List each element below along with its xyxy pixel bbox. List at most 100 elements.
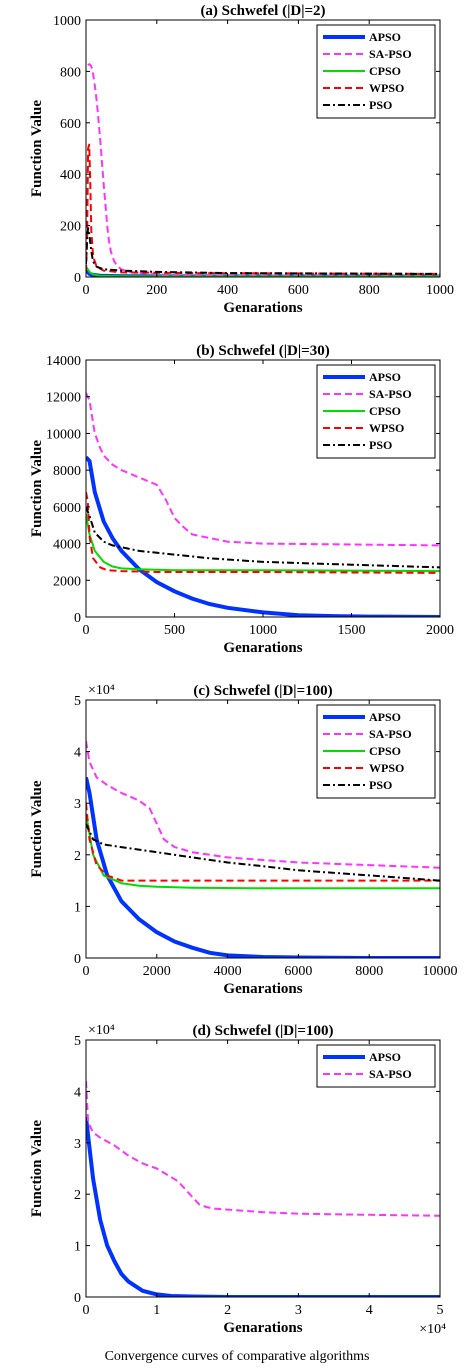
chart-title: (c) Schwefel (|D|=100) <box>193 683 332 699</box>
series-group <box>86 741 440 958</box>
y-axis-label: Function Value <box>29 780 45 877</box>
y-tick-label: 0 <box>74 271 81 286</box>
legend-label: WPSO <box>369 81 404 95</box>
x-tick-label: 0 <box>83 1303 90 1318</box>
series-line-cpso <box>86 266 440 277</box>
chart-title: (b) Schwefel (|D|=30) <box>196 343 329 359</box>
legend-label: WPSO <box>369 421 404 435</box>
legend: APSO SA-PSO CPSO WPSO PSO <box>316 704 436 799</box>
y-axis-multiplier: ×10⁴ <box>88 683 115 698</box>
chart-panel-4: (d) Schwefel (|D|=100) 0 1 2 3 4 5 0 1 2 3 4 5 ×10⁴ ×1… <box>29 1023 446 1337</box>
legend-label: APSO <box>369 370 401 384</box>
chart-panel-1: (a) Schwefel (|D|=2) 0 200 400 600 800 1000 0 20… <box>29 3 454 316</box>
series-group <box>86 1081 440 1297</box>
axes-frame <box>85 1039 441 1298</box>
legend: APSO SA-PSO CPSO WPSO PSO <box>316 364 436 459</box>
y-tick-label: 6000 <box>53 501 81 516</box>
chart-panel-2: (b) Schwefel (|D|=30) 0 500 1000 1500 2000 0 20… <box>29 343 454 656</box>
series-line-pso <box>86 506 440 569</box>
y-tick-label: 14000 <box>46 354 81 369</box>
legend-label: SA-PSO <box>369 727 412 741</box>
series-line-apso <box>86 776 440 958</box>
x-tick-label: 600 <box>288 283 309 298</box>
y-tick-label: 5 <box>74 1034 81 1049</box>
x-tick-label: 10000 <box>423 964 458 979</box>
x-tick-label: 4 <box>366 1303 373 1318</box>
series-line-sa-pso <box>86 1081 440 1217</box>
series-line-sa-pso <box>86 741 440 869</box>
series-line-wpso <box>86 143 440 275</box>
x-axis-label: Genarations <box>223 640 302 656</box>
x-tick-label: 200 <box>146 283 167 298</box>
y-tick-label: 10000 <box>46 427 81 442</box>
y-tick-label: 4 <box>74 1085 81 1100</box>
legend-label: SA-PSO <box>369 387 412 401</box>
x-axis-label: Genarations <box>223 300 302 316</box>
legend-label: WPSO <box>369 761 404 775</box>
x-tick-label: 2000 <box>426 623 454 638</box>
x-tick-label: 1500 <box>338 623 366 638</box>
y-tick-label: 2000 <box>53 574 81 589</box>
y-tick-label: 0 <box>74 952 81 967</box>
series-line-apso <box>86 1116 440 1297</box>
y-tick-label: 1 <box>74 900 81 915</box>
y-tick-label: 1000 <box>53 14 81 29</box>
x-axis-multiplier: ×10⁴ <box>419 1322 446 1337</box>
y-tick-label: 12000 <box>46 391 81 406</box>
legend-label: SA-PSO <box>369 1067 412 1081</box>
y-axis-label: Function Value <box>29 100 45 197</box>
series-line-cpso <box>86 514 440 573</box>
y-axis-label: Function Value <box>29 440 45 537</box>
x-tick-label: 0 <box>83 964 90 979</box>
legend-label: PSO <box>369 778 392 792</box>
x-tick-label: 4000 <box>214 964 242 979</box>
chart-title: (a) Schwefel (|D|=2) <box>200 3 325 19</box>
y-tick-label: 3 <box>74 797 81 812</box>
legend-label: PSO <box>369 438 392 452</box>
x-tick-label: 800 <box>359 283 380 298</box>
x-tick-label: 0 <box>83 283 90 298</box>
series-line-apso <box>86 455 440 617</box>
y-tick-label: 600 <box>60 117 81 132</box>
y-tick-label: 0 <box>74 611 81 626</box>
chart-title: (d) Schwefel (|D|=100) <box>193 1023 334 1039</box>
legend-label: APSO <box>369 30 401 44</box>
legend-label: APSO <box>369 1050 401 1064</box>
legend-box <box>316 1044 436 1088</box>
x-tick-label: 1000 <box>426 283 454 298</box>
x-tick-label: 5 <box>437 1303 444 1318</box>
y-tick-label: 800 <box>60 65 81 80</box>
y-tick-label: 2 <box>74 1188 81 1203</box>
y-tick-label: 2 <box>74 849 81 864</box>
x-tick-label: 1000 <box>249 623 277 638</box>
legend-label: PSO <box>369 98 392 112</box>
series-group <box>86 63 440 277</box>
legend-label: CPSO <box>369 744 401 758</box>
series-line-cpso <box>86 813 440 890</box>
chart-panel-3: (c) Schwefel (|D|=100) 0 2000 4000 6000 8000 1… <box>29 683 458 997</box>
x-tick-label: 400 <box>217 283 238 298</box>
y-tick-label: 1 <box>74 1240 81 1255</box>
legend-label: SA-PSO <box>369 47 412 61</box>
x-tick-label: 0 <box>83 623 90 638</box>
y-tick-label: 0 <box>74 1291 81 1306</box>
y-tick-label: 400 <box>60 168 81 183</box>
x-tick-label: 2 <box>224 1303 231 1318</box>
x-axis-label: Genarations <box>223 1320 302 1336</box>
x-axis-label: Genarations <box>223 981 302 997</box>
x-tick-label: 3 <box>295 1303 302 1318</box>
series-line-pso <box>86 227 440 275</box>
y-tick-label: 8000 <box>53 464 81 479</box>
y-tick-label: 3 <box>74 1137 81 1152</box>
axes-frame <box>85 19 441 278</box>
legend-label: CPSO <box>369 64 401 78</box>
y-tick-label: 200 <box>60 220 81 235</box>
y-tick-label: 5 <box>74 694 81 709</box>
series-line-wpso <box>86 492 440 574</box>
series-line-pso <box>86 823 440 882</box>
x-tick-label: 1 <box>153 1303 160 1318</box>
x-tick-label: 2000 <box>143 964 171 979</box>
series-line-wpso <box>86 803 440 882</box>
series-line-sa-pso <box>86 392 440 547</box>
legend: APSO SA-PSO CPSO WPSO PSO <box>316 24 436 119</box>
